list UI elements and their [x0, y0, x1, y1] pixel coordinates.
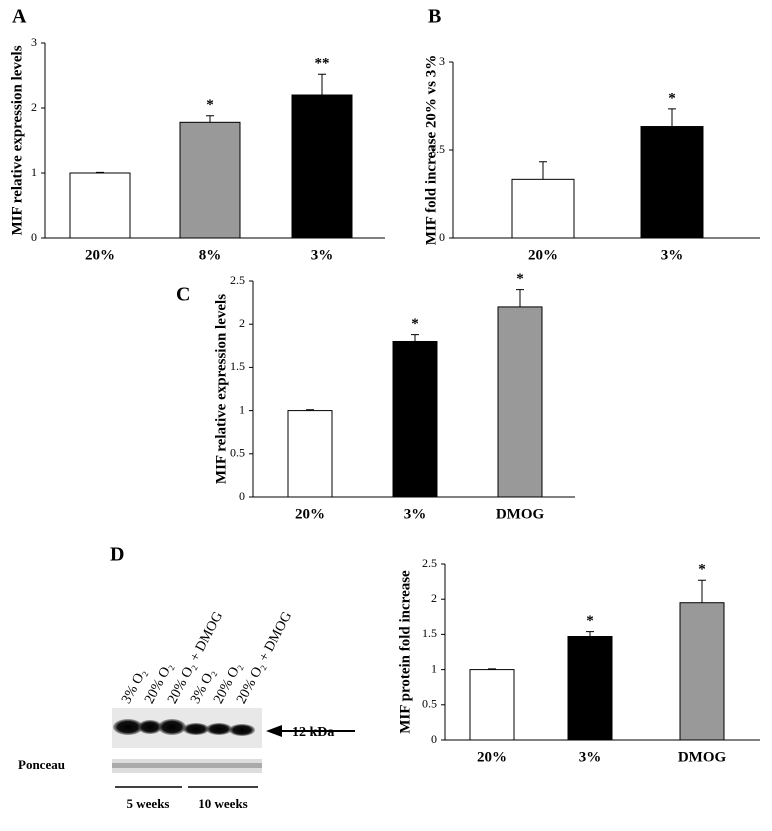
- y-tick-label: 2: [239, 316, 245, 330]
- y-tick-label: 0: [439, 230, 445, 244]
- y-tick-label: 1: [431, 661, 437, 675]
- significance-marker: *: [516, 271, 524, 287]
- blot-image: [112, 708, 355, 788]
- bar: [511, 178, 575, 239]
- y-tick-label: 1.5: [430, 142, 445, 156]
- panel-letter: C: [176, 284, 190, 306]
- group-label: 10 weeks: [198, 796, 247, 811]
- bar: [679, 602, 725, 741]
- bar: [179, 121, 241, 239]
- significance-marker: *: [206, 97, 214, 113]
- y-axis-label: MIF protein fold increase: [397, 570, 413, 734]
- x-tick-label: 20%: [85, 247, 115, 263]
- bar: [469, 669, 515, 741]
- y-tick-label: 0.5: [422, 697, 437, 711]
- x-tick-label: 8%: [199, 247, 222, 263]
- error-bar: [411, 334, 419, 342]
- error-bar: [586, 631, 594, 637]
- y-tick-label: 0: [31, 230, 37, 244]
- x-tick-label: DMOG: [678, 749, 727, 765]
- y-axis-label: MIF fold increase 20% vs 3%: [423, 55, 439, 245]
- group-label: 5 weeks: [127, 796, 170, 811]
- bar: [69, 172, 131, 239]
- y-tick-label: 3: [439, 54, 445, 68]
- x-tick-label: 3%: [579, 749, 602, 765]
- bar: [497, 306, 543, 498]
- bar: [392, 340, 438, 498]
- error-bar: [539, 161, 547, 180]
- y-tick-label: 0.5: [230, 446, 245, 460]
- error-bar: [206, 115, 214, 123]
- error-bar: [318, 73, 326, 95]
- panel-letter: D: [110, 544, 124, 566]
- x-tick-label: 20%: [477, 749, 507, 765]
- significance-marker: **: [315, 56, 330, 72]
- bar: [640, 126, 704, 239]
- significance-marker: *: [698, 562, 706, 578]
- y-tick-label: 1.5: [422, 626, 437, 640]
- y-tick-label: 3: [31, 35, 37, 49]
- error-bar: [668, 108, 676, 127]
- y-tick-label: 1.5: [230, 359, 245, 373]
- bar: [567, 636, 613, 741]
- y-tick-label: 2.5: [422, 556, 437, 570]
- error-bar: [306, 409, 314, 411]
- y-axis-label: MIF relative expression levels: [213, 294, 229, 484]
- y-tick-label: 1: [31, 165, 37, 179]
- error-bar: [698, 579, 706, 603]
- x-tick-label: 20%: [295, 506, 325, 522]
- x-tick-label: DMOG: [496, 506, 545, 522]
- significance-marker: *: [668, 90, 676, 106]
- x-tick-label: 3%: [404, 506, 427, 522]
- x-tick-label: 3%: [661, 247, 684, 263]
- panel-letter: A: [12, 6, 27, 28]
- bar: [287, 410, 333, 498]
- bar: [291, 94, 353, 239]
- error-bar: [96, 171, 104, 173]
- loading-label: Ponceau: [18, 757, 65, 772]
- lane-label: 20% O₂ + DMOG: [234, 609, 295, 706]
- y-tick-label: 0: [239, 489, 245, 503]
- y-tick-label: 2: [431, 591, 437, 605]
- y-tick-label: 1: [239, 402, 245, 416]
- significance-marker: *: [586, 613, 594, 629]
- marker-label: 12 kDa: [292, 725, 334, 740]
- y-axis-label: MIF relative expression levels: [9, 45, 25, 235]
- y-tick-label: 2: [31, 100, 37, 114]
- x-tick-label: 20%: [528, 247, 558, 263]
- error-bar: [516, 289, 524, 307]
- significance-marker: *: [411, 316, 419, 332]
- panel-letter: B: [428, 6, 441, 28]
- x-tick-label: 3%: [311, 247, 334, 263]
- y-tick-label: 0: [431, 732, 437, 746]
- error-bar: [488, 668, 496, 670]
- y-tick-label: 2.5: [230, 273, 245, 287]
